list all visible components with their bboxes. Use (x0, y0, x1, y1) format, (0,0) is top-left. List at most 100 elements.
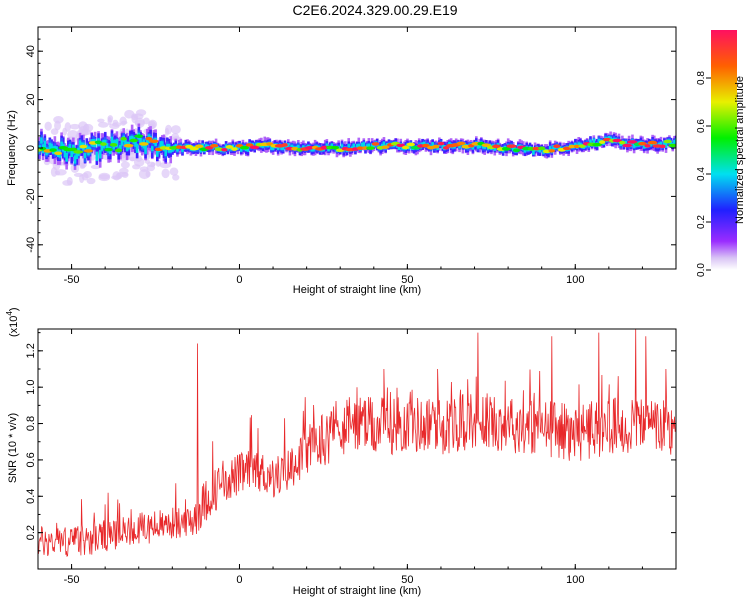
spectrogram-cell (674, 138, 676, 144)
spectrogram-cell (161, 141, 164, 149)
spectrogram-cell (663, 140, 666, 146)
spectrogram-cell (366, 146, 375, 150)
spectrogram-cell (360, 142, 364, 149)
spectrogram-cell (225, 145, 234, 149)
spectrogram-cell (234, 145, 238, 149)
spectrogram-cell (664, 142, 668, 148)
snr-series-line (38, 329, 676, 557)
snr-exponent-label: (x104) (5, 307, 20, 337)
spectrogram-cell (548, 146, 552, 150)
spectrogram-cell (245, 143, 254, 147)
spectrogram-cell (73, 150, 84, 154)
spectrogram-cell (647, 140, 658, 145)
spectrogram-cell (421, 143, 430, 148)
spectrogram-cell (577, 142, 581, 147)
spectrogram-cell (371, 142, 380, 146)
snr-y-tick-label: 0.2 (25, 525, 37, 540)
colorbar-tick-label: 0.2 (696, 215, 707, 229)
spectrogram-cell (553, 144, 561, 149)
spectrogram-x-tick-label: -50 (64, 274, 80, 286)
spectrogram-cell (79, 163, 85, 169)
spectrogram-cell (552, 144, 555, 151)
colorbar-tick-label: 0.4 (696, 167, 707, 181)
spectrogram-cell (135, 143, 139, 153)
spectrogram-cell (481, 144, 485, 149)
spectrogram-cell (431, 142, 434, 147)
spectrogram-cell (599, 140, 606, 144)
spectrogram-x-axis-label: Height of straight line (km) (293, 284, 421, 296)
spectrogram-cell (68, 144, 72, 152)
spectrogram-cell (44, 121, 52, 131)
spectrogram-cell (156, 147, 159, 157)
spectrogram-cell (437, 141, 445, 146)
spectrogram-cell (239, 146, 243, 152)
snr-y-tick-label: 0.4 (25, 489, 37, 504)
spectrogram-cell (144, 145, 147, 154)
spectrogram-cell (231, 147, 238, 151)
snr-x-tick-label: 100 (566, 574, 584, 586)
spectrogram-cell (78, 140, 82, 149)
spectrogram-cell (159, 141, 162, 150)
spectrogram-cell (69, 123, 81, 130)
snr-x-tick-label: 0 (236, 574, 242, 586)
spectrogram-cell (124, 109, 135, 119)
spectrogram-cell (370, 143, 374, 148)
spectrogram-cell (150, 146, 154, 152)
spectrogram-cell (501, 147, 511, 151)
spectrogram-cell (239, 145, 250, 150)
spectrogram-cell (65, 152, 68, 162)
spectrogram-cell (236, 145, 240, 150)
spectrogram-cell (115, 139, 119, 147)
spectrogram-cell (476, 145, 480, 149)
spectrogram-x-tick-label: 0 (236, 274, 242, 286)
spectrogram-cell (471, 145, 475, 150)
spectrogram-cell (210, 143, 219, 148)
spectrogram-cell (422, 141, 426, 146)
spectrogram-cell (511, 147, 515, 151)
spectrogram-cell (204, 144, 208, 149)
spectrogram-cell (668, 143, 676, 148)
spectrogram-cell (347, 144, 351, 148)
spectrogram-cell (644, 144, 651, 148)
spectrogram-cell (146, 164, 156, 172)
spectrogram-cell (100, 142, 107, 146)
spectrogram-cell (624, 140, 628, 145)
spectrogram-cell (94, 140, 103, 145)
spectrogram-cell (221, 147, 228, 152)
spectrogram-cell (568, 144, 576, 149)
spectrogram-cell (40, 137, 43, 144)
colorbar-tick-label: 0.6 (696, 119, 707, 133)
spectrogram-cell (312, 146, 315, 152)
spectrogram-cell (134, 139, 137, 147)
spectrogram-y-tick-label: 20 (25, 93, 37, 105)
spectrogram-cell (537, 146, 546, 151)
spectrogram-cell (381, 145, 390, 149)
snr-panel: -50 0 50 100 0.2 0.4 0.6 0.8 1.0 1.2 Height of s… (5, 307, 677, 597)
spectrogram-cell (161, 168, 170, 179)
spectrogram-cell (119, 145, 122, 152)
spectrogram-cell (73, 155, 77, 164)
colorbar-tick-label: 0.0 (696, 263, 707, 277)
spectrogram-cell (506, 144, 517, 149)
spectrogram-cell (397, 145, 401, 150)
spectrogram-cell (619, 140, 626, 145)
spectrogram-cell (109, 143, 118, 147)
spectrogram-cell (181, 147, 184, 153)
spectrogram-cell (491, 144, 501, 149)
snr-y-axis-label: SNR (10 * v/v) (7, 413, 19, 483)
spectrogram-cell (632, 144, 636, 148)
spectrogram-cell (43, 140, 47, 148)
spectrogram-cell (55, 146, 58, 156)
snr-x-tick-label: -50 (64, 574, 80, 586)
spectrogram-cell (352, 143, 356, 149)
spectrogram-cell (133, 157, 145, 167)
spectrogram-cell (367, 143, 371, 148)
spectrogram-cell (249, 145, 260, 150)
spectrogram-cell (133, 113, 144, 120)
svg-text:(x104): (x104) (5, 307, 20, 337)
spectrogram-cell (54, 169, 67, 176)
spectrogram-cell (105, 142, 109, 149)
spectrogram-cell (129, 156, 135, 162)
spectrogram-cell (441, 144, 445, 150)
